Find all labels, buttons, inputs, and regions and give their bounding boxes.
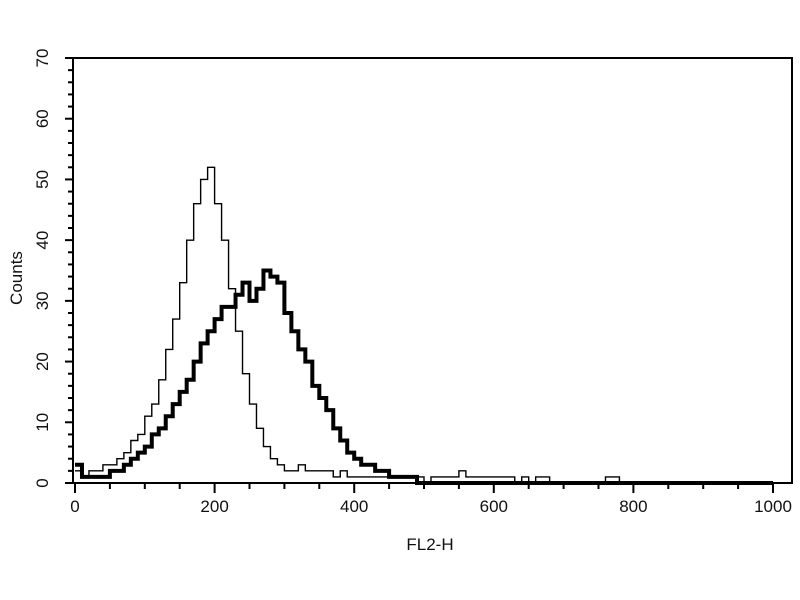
y-tick-label: 40 (33, 231, 52, 250)
y-tick-label: 50 (33, 170, 52, 189)
x-tick-label: 0 (70, 497, 79, 516)
x-tick-label: 800 (619, 497, 647, 516)
x-tick-label: 200 (200, 497, 228, 516)
y-axis-title: Counts (7, 251, 26, 305)
histogram-series-thick (75, 268, 773, 485)
x-tick-label: 600 (480, 497, 508, 516)
x-tick-label: 1000 (754, 497, 792, 516)
y-tick-label: 20 (33, 352, 52, 371)
y-tick-labels: 0 10 20 30 40 50 60 70 (33, 49, 52, 488)
x-tick-labels: 0 200 400 600 800 1000 (70, 497, 792, 516)
x-tick-label: 400 (340, 497, 368, 516)
series-group (75, 166, 773, 485)
y-tick-label: 70 (33, 49, 52, 68)
y-tick-label: 30 (33, 291, 52, 310)
histogram-series-thin (75, 166, 773, 484)
y-tick-label: 0 (33, 478, 52, 487)
plot-frame (72, 57, 793, 484)
y-tick-label: 10 (33, 413, 52, 432)
x-axis-title: FL2-H (406, 535, 453, 554)
y-tick-label: 60 (33, 109, 52, 128)
axis-ticks (65, 57, 774, 493)
